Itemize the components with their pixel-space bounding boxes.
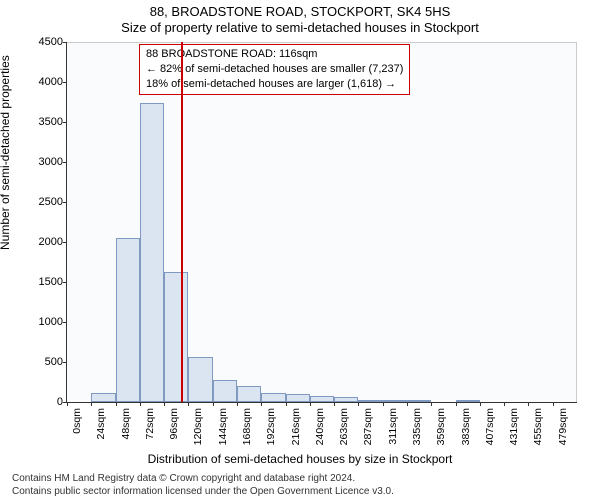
y-tick-label: 4500 (39, 36, 63, 48)
x-axis-label: Distribution of semi-detached houses by … (0, 452, 600, 466)
x-tick-label: 120sqm (192, 408, 204, 445)
x-tick-label: 24sqm (95, 408, 107, 440)
y-tick-label: 3500 (39, 116, 63, 128)
x-tick-label: 48sqm (120, 408, 132, 440)
x-tick-label: 287sqm (362, 408, 374, 445)
x-tick-label: 96sqm (168, 408, 180, 440)
chart-subtitle: Size of property relative to semi-detach… (0, 20, 600, 35)
histogram-bar (91, 393, 115, 402)
histogram-bar (188, 357, 212, 402)
x-tick-label: 335sqm (411, 408, 423, 445)
y-tick-label: 2000 (39, 236, 63, 248)
x-tick-label: 407sqm (484, 408, 496, 445)
x-tick-label: 168sqm (241, 408, 253, 445)
y-tick-label: 4000 (39, 76, 63, 88)
x-tick-label: 192sqm (265, 408, 277, 445)
histogram-bar (286, 394, 310, 402)
y-tick-label: 1500 (39, 276, 63, 288)
annotation-line: 18% of semi-detached houses are larger (… (146, 77, 403, 92)
y-tick-label: 2500 (39, 196, 63, 208)
x-tick-label: 263sqm (338, 408, 350, 445)
x-tick-label: 0sqm (71, 408, 83, 434)
histogram-bar (383, 400, 407, 402)
x-tick-label: 144sqm (217, 408, 229, 445)
annotation-line: ← 82% of semi-detached houses are smalle… (146, 62, 403, 77)
marker-line (181, 42, 183, 402)
histogram-bar (213, 380, 237, 402)
x-tick-label: 359sqm (435, 408, 447, 445)
histogram-bar (237, 386, 261, 402)
y-axis-label: Number of semi-detached properties (0, 55, 12, 250)
x-tick-label: 216sqm (290, 408, 302, 445)
x-tick-label: 240sqm (314, 408, 326, 445)
x-tick-label: 479sqm (557, 408, 569, 445)
annotation-box: 88 BROADSTONE ROAD: 116sqm ← 82% of semi… (139, 44, 410, 95)
y-tick-label: 1000 (39, 316, 63, 328)
annotation-line: 88 BROADSTONE ROAD: 116sqm (146, 47, 403, 62)
plot-area: 88 BROADSTONE ROAD: 116sqm ← 82% of semi… (66, 42, 577, 403)
y-tick-label: 3000 (39, 156, 63, 168)
histogram-bar (456, 400, 480, 402)
chart-title: 88, BROADSTONE ROAD, STOCKPORT, SK4 5HS (0, 4, 600, 19)
histogram-bar (261, 393, 285, 402)
histogram-bar (116, 238, 140, 402)
histogram-bar (140, 103, 164, 402)
histogram-bar (164, 272, 188, 402)
histogram-bar (310, 396, 334, 402)
histogram-bar (358, 400, 382, 402)
x-tick-label: 311sqm (387, 408, 399, 445)
x-tick-label: 72sqm (144, 408, 156, 440)
histogram-bar (407, 400, 431, 402)
x-tick-label: 455sqm (532, 408, 544, 445)
footer-attribution: Contains HM Land Registry data © Crown c… (12, 472, 394, 498)
x-tick-label: 383sqm (460, 408, 472, 445)
y-tick-label: 500 (45, 356, 63, 368)
histogram-bar (334, 397, 358, 402)
x-tick-label: 431sqm (508, 408, 520, 445)
